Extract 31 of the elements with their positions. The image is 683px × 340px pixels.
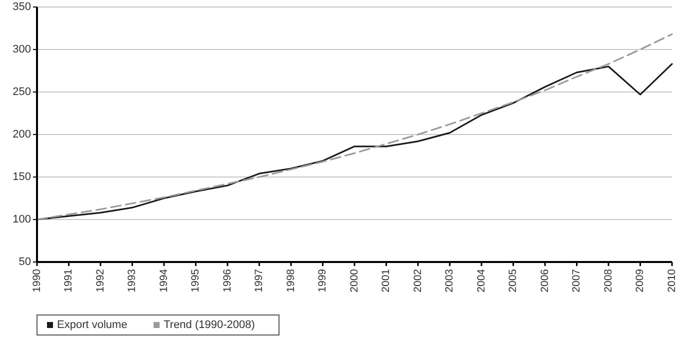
x-tick-label: 2000 xyxy=(348,268,360,292)
x-tick-label: 1991 xyxy=(62,268,75,292)
x-tick-label: 2006 xyxy=(538,268,551,292)
x-tick-label: 2002 xyxy=(412,268,424,292)
x-tick-label: 2009 xyxy=(634,268,646,292)
x-tick-label: 1999 xyxy=(316,268,329,292)
x-tick-label: 2004 xyxy=(475,268,488,292)
legend-label: Trend (1990-2008) xyxy=(164,318,255,331)
x-tick-label: 1996 xyxy=(221,268,234,292)
x-tick-label: 1990 xyxy=(30,268,43,292)
x-tick-label: 2005 xyxy=(507,268,520,292)
x-tick-label: 2003 xyxy=(444,268,456,292)
y-tick-label: 50 xyxy=(18,256,31,268)
y-tick-label: 350 xyxy=(12,0,31,13)
x-tick-label: 1997 xyxy=(253,268,266,292)
legend-label: Export volume xyxy=(57,318,128,331)
y-tick-label: 250 xyxy=(12,86,31,98)
x-tick-label: 1994 xyxy=(158,268,170,292)
line-series xyxy=(36,33,673,220)
x-tick-label: 1992 xyxy=(94,268,106,292)
x-tick-label: 2001 xyxy=(380,268,392,292)
y-tick-label: 200 xyxy=(12,128,31,140)
x-tick-label: 2008 xyxy=(602,268,614,292)
x-tick-label: 2007 xyxy=(570,268,583,292)
y-tick-label: 100 xyxy=(12,213,31,226)
x-tick-label: 2010 xyxy=(666,268,678,292)
x-tick-label: 1995 xyxy=(190,268,202,292)
x-tick-label: 1998 xyxy=(284,268,297,292)
x-tick-label: 1993 xyxy=(126,268,138,292)
y-tick-label: 150 xyxy=(12,170,31,183)
y-tick-label: 300 xyxy=(12,43,31,56)
